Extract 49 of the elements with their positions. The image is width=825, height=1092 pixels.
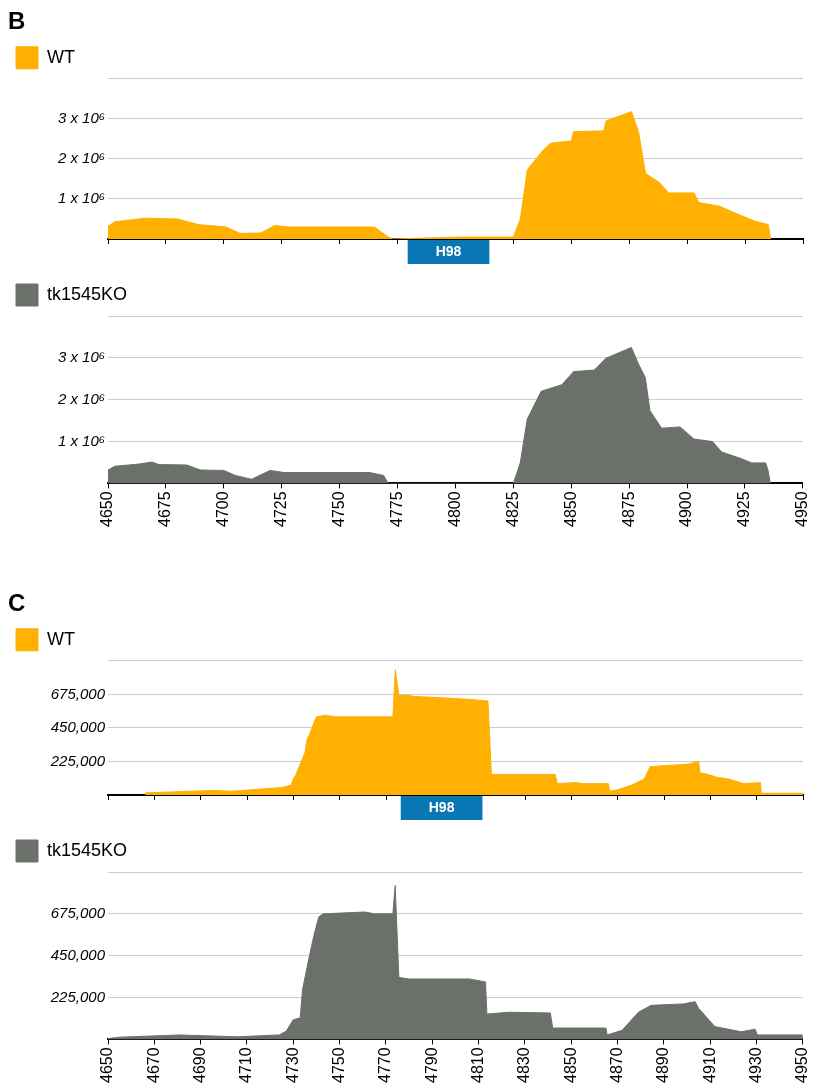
y-tick-label: 1 x 10⁶ [57,189,105,207]
x-tick-label: 4850 [561,1047,579,1083]
x-tick-label: 4950 [793,491,811,527]
x-tick-label: 4775 [387,491,405,527]
x-tick-label: 4830 [515,1047,533,1083]
y-tick-label: 2 x 10⁶ [56,149,105,167]
y-tick-label: 450,000 [50,718,106,736]
x-tick-label: 4650 [98,491,116,527]
x-tick-label: 4790 [422,1047,440,1083]
x-tick-label: 4930 [746,1047,764,1083]
annotation: H98 [435,242,462,259]
x-tick-label: 4950 [793,1047,811,1083]
legend-label: WT [47,46,75,67]
x-tick-label: 4750 [330,491,348,527]
y-tick-label: 675,000 [50,684,106,702]
x-tick-label: 4690 [191,1047,209,1083]
x-tick-label: 4650 [98,1047,116,1083]
y-tick-label: 225,000 [49,987,106,1005]
x-tick-label: 4730 [283,1047,301,1083]
x-tick-label: 4725 [272,491,290,527]
x-tick-label: 4700 [214,491,232,527]
x-tick-label: 4810 [468,1047,486,1083]
x-tick-label: 4670 [144,1047,162,1083]
y-tick-label: 450,000 [50,945,106,963]
x-tick-label: 4900 [677,491,695,527]
x-tick-label: 4750 [330,1047,348,1083]
legend-label: WT [47,628,75,649]
x-tick-label: 4875 [619,491,637,527]
x-tick-label: 4870 [607,1047,625,1083]
x-tick-label: 4675 [156,491,174,527]
y-tick-label: 1 x 10⁶ [57,431,105,449]
x-tick-label: 4800 [445,491,463,527]
y-tick-label: 675,000 [50,904,106,922]
x-tick-label: 4925 [735,491,753,527]
y-tick-label: 225,000 [49,751,106,769]
x-tick-label: 4825 [503,491,521,527]
legend-label: tk1545KO [47,283,128,304]
x-tick-label: 4910 [700,1047,718,1083]
x-tick-label: 4890 [654,1047,672,1083]
y-tick-label: 3 x 10⁶ [57,109,105,127]
chart-title: B [8,7,26,35]
y-tick-label: 2 x 10⁶ [56,389,105,407]
chart-title: C [8,589,26,617]
annotation: H98 [428,798,455,815]
legend-label: tk1545KO [47,839,128,860]
x-tick-label: 4850 [561,491,579,527]
y-tick-label: 3 x 10⁶ [57,348,105,366]
x-tick-label: 4710 [237,1047,255,1083]
x-tick-label: 4770 [376,1047,394,1083]
